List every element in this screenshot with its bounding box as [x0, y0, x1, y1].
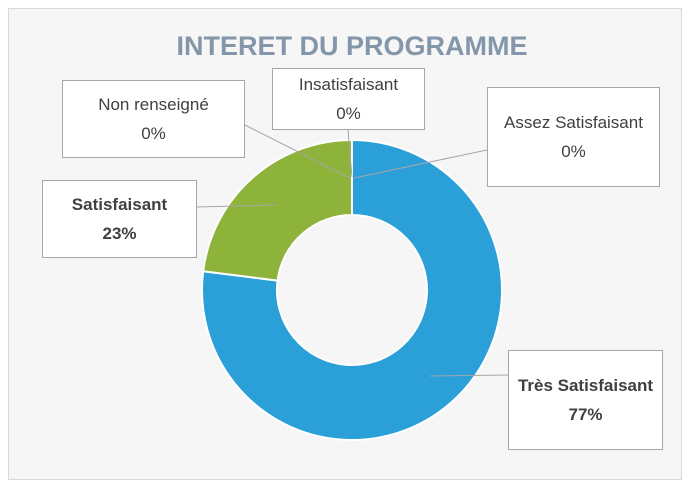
- data-label-value: 0%: [336, 104, 361, 123]
- data-label: Satisfaisant 23%: [42, 180, 197, 258]
- data-label-category: Non renseigné: [98, 95, 209, 114]
- data-label: Insatisfaisant 0%: [272, 68, 425, 130]
- leader-line: [244, 124, 351, 179]
- chart-title: INTERET DU PROGRAMME: [177, 31, 528, 61]
- data-label-category: Assez Satisfaisant: [504, 113, 643, 132]
- leader-line: [429, 374, 509, 377]
- doughnut-slice: [201, 138, 503, 441]
- data-label-value: 0%: [141, 124, 166, 143]
- data-label-value: 23%: [102, 224, 137, 243]
- data-label: Non renseigné 0%: [62, 80, 245, 158]
- data-label: Très Satisfaisant 77%: [508, 350, 663, 450]
- leader-line: [353, 149, 488, 179]
- doughnut-slice: [202, 138, 353, 282]
- data-label-value: 0%: [561, 142, 586, 161]
- leader-line: [347, 129, 353, 178]
- leader-line: [196, 204, 277, 208]
- data-label: Assez Satisfaisant 0%: [487, 87, 660, 187]
- data-label-category: Insatisfaisant: [298, 75, 399, 94]
- data-label-category: Très Satisfaisant: [517, 376, 654, 395]
- data-label-value: 77%: [568, 405, 603, 424]
- data-label-category: Satisfaisant: [71, 195, 168, 214]
